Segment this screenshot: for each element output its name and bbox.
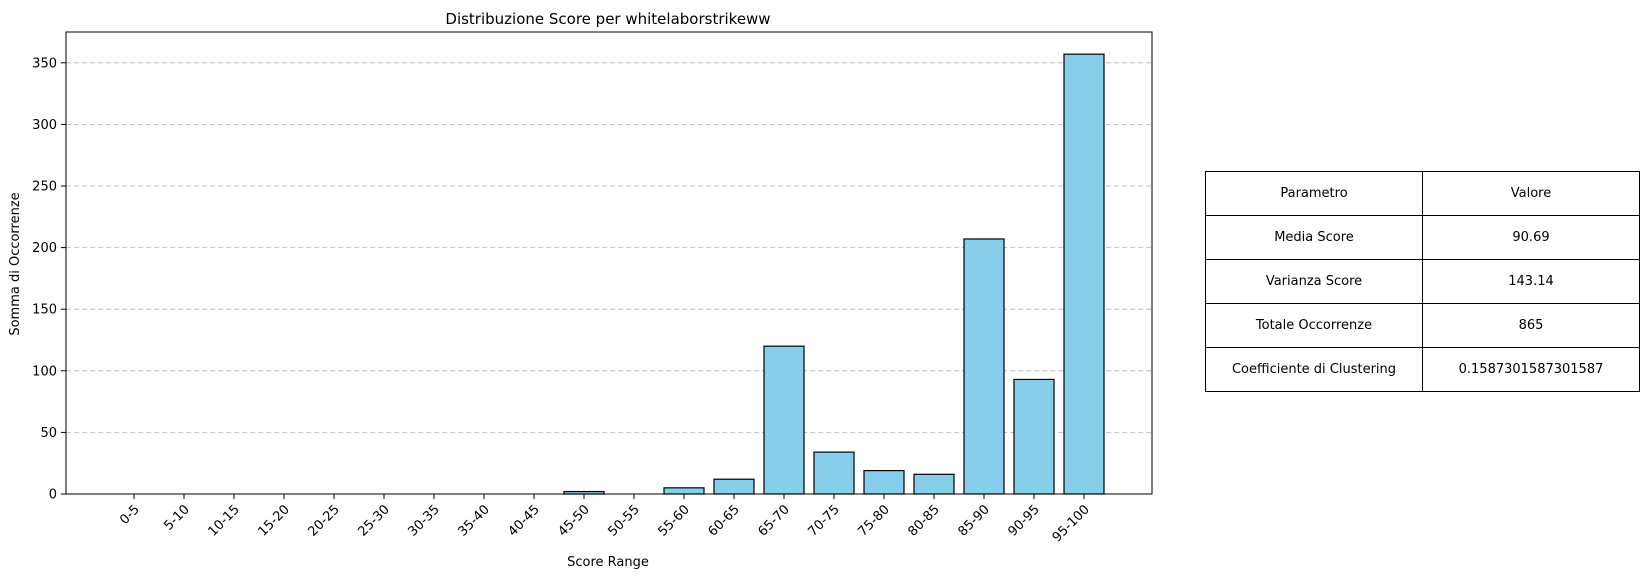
table-cell-param: Coefficiente di Clustering bbox=[1205, 347, 1423, 392]
bar-70-75 bbox=[813, 451, 855, 495]
x-tick-label: 15-20 bbox=[256, 502, 293, 539]
table-cell-value: 0.1587301587301587 bbox=[1422, 347, 1640, 392]
x-tick-label: 95-100 bbox=[1050, 502, 1093, 545]
bar-65-70 bbox=[763, 345, 805, 495]
x-tick-label: 90-95 bbox=[1006, 502, 1043, 539]
x-tick-label: 10-15 bbox=[206, 502, 243, 539]
bar-80-85 bbox=[913, 473, 955, 495]
x-tick-label: 65-70 bbox=[756, 502, 793, 539]
x-tick-label: 5-10 bbox=[161, 502, 192, 533]
y-tick-label: 250 bbox=[32, 180, 57, 195]
y-tick-label: 300 bbox=[32, 118, 57, 133]
x-tick-label: 60-65 bbox=[706, 502, 743, 539]
bar-90-95 bbox=[1013, 378, 1055, 495]
table-row: Media Score 90.69 bbox=[1205, 215, 1640, 260]
y-tick-label: 100 bbox=[32, 364, 57, 379]
x-axis-label: Score Range bbox=[567, 555, 649, 570]
x-tick-label: 75-80 bbox=[856, 502, 893, 539]
x-tick-label: 0-5 bbox=[117, 502, 143, 528]
table-header-row: Parametro Valore bbox=[1205, 171, 1640, 216]
table-row: Varianza Score 143.14 bbox=[1205, 259, 1640, 304]
table-cell-param: Varianza Score bbox=[1205, 259, 1423, 304]
table-cell-value: 90.69 bbox=[1422, 215, 1640, 260]
table-cell-param: Media Score bbox=[1205, 215, 1423, 260]
table-header-cell: Valore bbox=[1422, 171, 1640, 216]
x-tick-label: 35-40 bbox=[456, 502, 493, 539]
x-tick-label: 70-75 bbox=[806, 502, 843, 539]
x-tick-label: 55-60 bbox=[656, 502, 693, 539]
x-tick-label: 80-85 bbox=[906, 502, 943, 539]
table-cell-value: 143.14 bbox=[1422, 259, 1640, 304]
x-tick-label: 45-50 bbox=[556, 502, 593, 539]
parameters-table: Parametro Valore Media Score 90.69 Varia… bbox=[1205, 171, 1640, 392]
plot-frame bbox=[65, 31, 1153, 495]
bar-85-90 bbox=[963, 238, 1005, 495]
y-tick-label: 50 bbox=[40, 426, 57, 441]
bar-60-65 bbox=[713, 478, 755, 495]
y-tick-label: 150 bbox=[32, 303, 57, 318]
y-tick-label: 350 bbox=[32, 56, 57, 71]
bar-55-60 bbox=[663, 487, 705, 495]
bar-75-80 bbox=[863, 469, 905, 495]
x-tick-label: 25-30 bbox=[356, 502, 393, 539]
x-tick-label: 85-90 bbox=[956, 502, 993, 539]
y-tick-label: 200 bbox=[32, 241, 57, 256]
chart-title: Distribuzione Score per whitelaborstrike… bbox=[445, 10, 770, 28]
table-row: Coefficiente di Clustering 0.15873015873… bbox=[1205, 347, 1640, 392]
y-axis-label: Somma di Occorrenze bbox=[8, 192, 23, 335]
x-tick-label: 30-35 bbox=[406, 502, 443, 539]
x-tick-label: 20-25 bbox=[306, 502, 343, 539]
x-tick-label: 40-45 bbox=[506, 502, 543, 539]
table-row: Totale Occorrenze 865 bbox=[1205, 303, 1640, 348]
table-cell-param: Totale Occorrenze bbox=[1205, 303, 1423, 348]
bar-95-100 bbox=[1063, 53, 1105, 495]
x-tick-label: 50-55 bbox=[606, 502, 643, 539]
table-header-cell: Parametro bbox=[1205, 171, 1423, 216]
bars bbox=[563, 53, 1105, 495]
y-tick-label: 0 bbox=[49, 488, 57, 503]
table-cell-value: 865 bbox=[1422, 303, 1640, 348]
